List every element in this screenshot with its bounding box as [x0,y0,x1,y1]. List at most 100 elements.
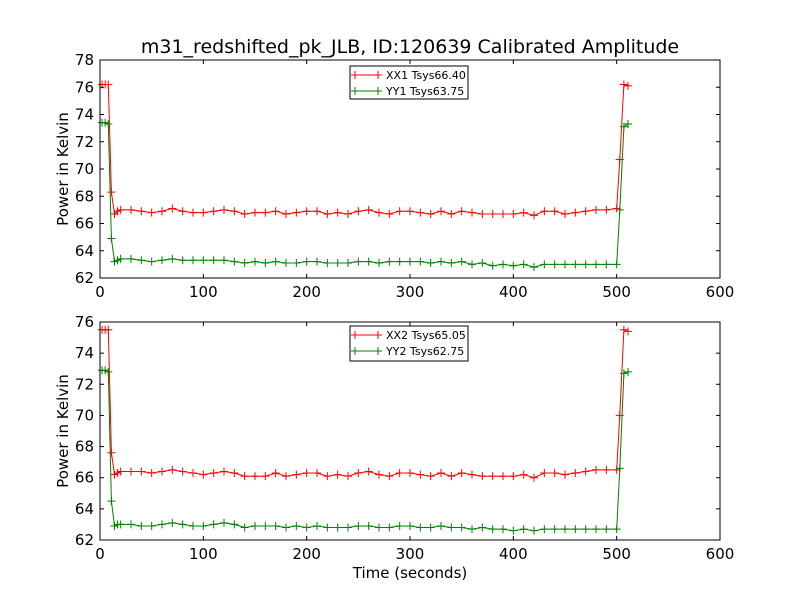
y-tick-label: 70 [75,406,94,424]
data-point [189,256,197,265]
y-tick-label: 76 [75,78,94,96]
data-point [426,209,435,218]
data-point [344,209,352,218]
data-point [104,367,113,376]
y-tick-label: 74 [75,344,94,362]
data-point [592,205,600,214]
y-tick-label: 78 [75,51,94,69]
data-point [189,521,197,530]
data-point [571,469,580,478]
data-point [209,207,218,216]
data-point [457,257,466,266]
data-point [168,204,177,213]
data-point [395,257,404,266]
data-point [189,208,197,217]
data-point [468,208,476,217]
data-point [581,467,590,476]
data-point [230,469,239,478]
data-point [385,523,394,532]
data-point [615,205,624,214]
data-point [561,470,569,479]
data-point [137,256,146,265]
data-point [104,80,113,89]
y-tick-label: 64 [75,500,94,518]
data-point [354,521,363,530]
data-point [292,521,301,530]
data-point [209,469,218,478]
data-point [251,521,259,530]
data-point [313,207,321,216]
data-point [333,259,342,268]
data-point [478,209,487,218]
x-tick-label: 300 [396,283,425,301]
data-point [375,470,383,479]
series-line [102,329,629,479]
legend: XX2 Tsys65.05 YY2 Tsys62.75 [349,325,469,362]
data-point [395,469,404,478]
data-point [271,257,280,266]
x-tick-label: 600 [706,283,735,301]
data-point [488,525,497,534]
data-point [364,521,373,530]
data-point [104,325,113,334]
figure-title: m31_redshifted_pk_JLB, ID:120639 Calibra… [141,36,679,58]
y-axis-label: Power in Kelvin [54,374,72,488]
data-point [530,473,538,482]
data-point [406,207,414,216]
data-point [561,525,569,534]
data-point [313,257,321,266]
data-point [437,469,445,478]
data-point [344,472,352,481]
data-point [302,469,311,478]
data-point [292,470,301,479]
data-point [333,208,342,217]
data-point [540,469,549,478]
data-point [592,260,600,269]
data-point [519,260,528,269]
data-point [602,525,611,534]
series-0-0 [98,80,633,220]
data-point [158,256,166,265]
data-point [437,207,445,216]
data-point [416,470,425,479]
data-point [447,259,456,268]
data-point [571,260,580,269]
y-tick-label: 72 [75,133,94,151]
data-point [354,469,363,478]
legend: XX1 Tsys66.40 YY1 Tsys63.75 [349,65,469,100]
legend-swatch-marker [351,347,382,355]
legend-entry-label: XX2 Tsys65.05 [386,329,466,342]
data-point [385,257,394,266]
data-point [571,208,580,217]
data-point [447,209,456,218]
data-point [344,259,352,268]
data-point [127,520,135,529]
lower-panel: 0 100 200 300 400 500 600 62 64 66 68 70 72 74 76 Power… [54,313,734,582]
data-point [540,207,549,216]
data-point [261,259,270,268]
data-point [488,209,497,218]
y-tick-label: 76 [75,313,94,331]
data-point [550,469,559,478]
data-point [323,209,332,218]
data-point [478,523,487,532]
data-point [375,523,383,532]
x-tick-label: 100 [189,283,218,301]
legend-swatch-marker [351,87,382,95]
data-point [107,234,116,243]
series-line [102,83,629,216]
data-point [530,263,538,272]
data-point [592,465,600,474]
data-point [395,521,404,530]
x-tick-label: 200 [292,545,321,563]
legend-entry-label: YY2 Tsys62.75 [385,345,464,358]
data-point [271,469,280,478]
data-point [499,525,507,534]
data-point [251,257,259,266]
data-point [447,472,456,481]
data-point [571,525,580,534]
data-point [519,208,528,217]
data-point [199,521,208,530]
data-point [230,520,239,529]
